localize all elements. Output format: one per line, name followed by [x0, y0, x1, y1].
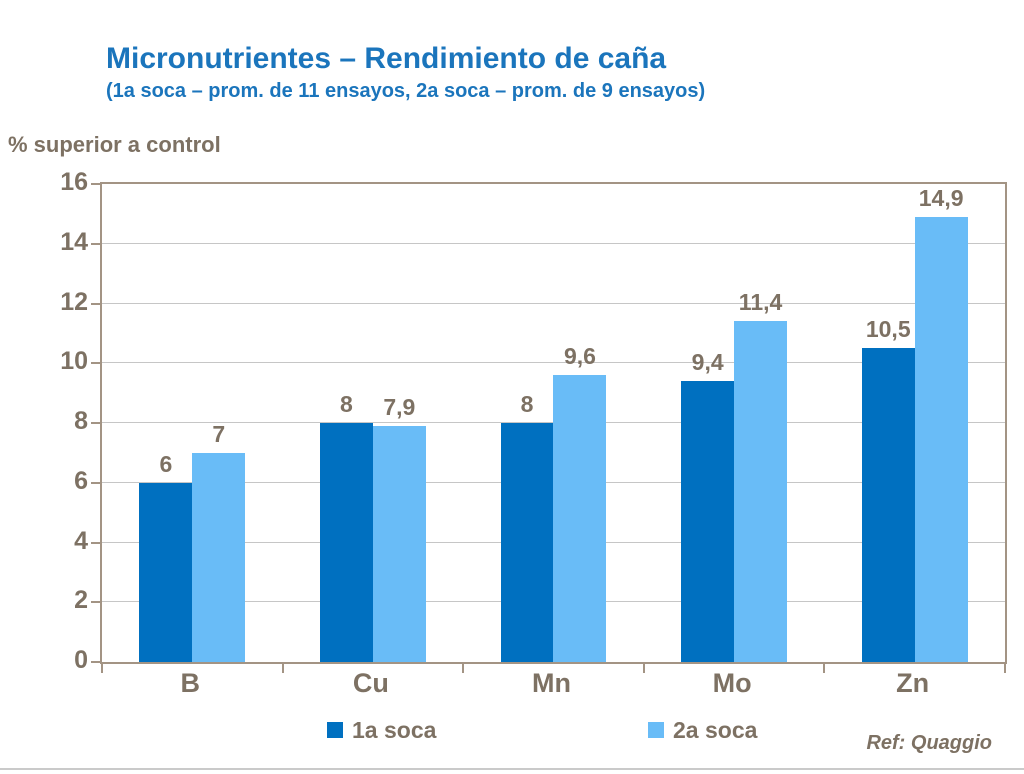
legend-item-2a-soca: 2a soca	[648, 716, 757, 744]
bar-group-Cu: 8 7,9	[283, 184, 464, 662]
chart-subtitle: (1a soca – prom. de 11 ensayos, 2a soca …	[106, 80, 706, 102]
y-axis-tick	[91, 541, 100, 544]
bar-1a-soca-Cu: 8	[319, 391, 373, 662]
x-axis-tick	[101, 664, 103, 673]
legend-label-1a-soca: 1a soca	[352, 716, 437, 743]
bar-1a-soca-Mn: 8	[500, 391, 554, 662]
x-axis-tick	[1004, 664, 1006, 673]
gridline-y-14	[102, 242, 1005, 244]
y-axis-tick	[91, 481, 100, 484]
bar-value-label: 10,5	[865, 316, 911, 343]
bar-value-label: 8	[340, 391, 353, 417]
x-axis-tick	[642, 664, 645, 673]
legend-item-1a-soca: 1a soca	[327, 716, 436, 744]
legend-swatch-1a-soca	[327, 722, 343, 738]
gridline-y-12	[102, 302, 1005, 304]
y-axis-title: % superior a control	[8, 132, 221, 157]
bar-1a-soca-Mo: 9,4	[681, 349, 735, 662]
bar-2a-soca-Mo: 11,4	[734, 289, 787, 662]
y-axis-tick	[91, 183, 100, 185]
y-tick-label-10: 10	[60, 347, 88, 376]
bar-group-Mn: 8 9,6	[463, 184, 644, 662]
y-axis-tick	[91, 601, 100, 604]
bar-value-label: 14,9	[918, 184, 964, 211]
plot-area: 6 7 8 7,9 8 9,6 9,4 11,4 10,5 14,9	[91, 182, 1007, 673]
bar-value-label: 6	[159, 450, 173, 477]
y-axis-tick	[91, 422, 100, 424]
x-axis-tick	[823, 664, 826, 673]
y-tick-label-14: 14	[60, 227, 88, 256]
y-tick-label-8: 8	[74, 407, 88, 435]
y-axis-tick	[91, 242, 100, 245]
y-tick-label-2: 2	[74, 586, 88, 615]
y-tick-label-4: 4	[74, 526, 88, 555]
category-label-Mo: Mo	[712, 668, 752, 698]
bottom-divider	[0, 768, 1024, 770]
category-label-Mn: Mn	[531, 668, 571, 698]
category-label-B: B	[180, 668, 201, 698]
reference-note: Ref: Quaggio	[866, 732, 992, 754]
bar-value-label: 7,9	[383, 394, 416, 420]
chart-header: Micronutrientes – Rendimiento de caña (1…	[106, 42, 705, 103]
category-label-Zn: Zn	[896, 668, 930, 698]
bar-1a-soca-Zn: 10,5	[861, 316, 915, 662]
legend-label-2a-soca: 2a soca	[673, 716, 758, 743]
bar-2a-soca-Zn: 14,9	[914, 185, 968, 662]
bar-1a-soca-B: 6	[139, 451, 193, 662]
x-axis-category-labels: B Cu Mn Mo Zn	[100, 668, 1003, 699]
bar-value-label: 8	[520, 391, 534, 417]
category-label-Cu: Cu	[352, 668, 389, 698]
y-axis-tick	[91, 661, 100, 663]
y-tick-label-12: 12	[60, 287, 88, 316]
bar-value-label: 9,4	[691, 349, 724, 376]
bar-value-label: 7	[212, 420, 226, 447]
y-axis-tick	[91, 302, 100, 305]
bar-group-Mo: 9,4 11,4	[644, 184, 825, 662]
y-tick-label-16: 16	[60, 168, 88, 196]
bar-2a-soca-Mn: 9,6	[553, 343, 607, 662]
bar-value-label: 11,4	[738, 289, 783, 316]
y-axis-tick	[91, 362, 100, 365]
x-axis-tick	[462, 664, 465, 673]
bar-2a-soca-Cu: 7,9	[372, 394, 426, 662]
y-axis-tick-labels: 0 2 4 6 8 10 12 14 16	[0, 168, 88, 674]
y-tick-label-6: 6	[74, 466, 88, 495]
bar-2a-soca-B: 7	[192, 421, 246, 662]
bar-value-label: 9,6	[563, 343, 596, 370]
gridline-y-10	[102, 362, 1005, 364]
legend-swatch-2a-soca	[648, 722, 664, 738]
y-tick-label-0: 0	[74, 646, 88, 674]
bar-group-Zn: 10,5 14,9	[824, 184, 1005, 662]
x-axis-tick	[281, 664, 284, 673]
chart-title: Micronutrientes – Rendimiento de caña	[106, 42, 667, 75]
